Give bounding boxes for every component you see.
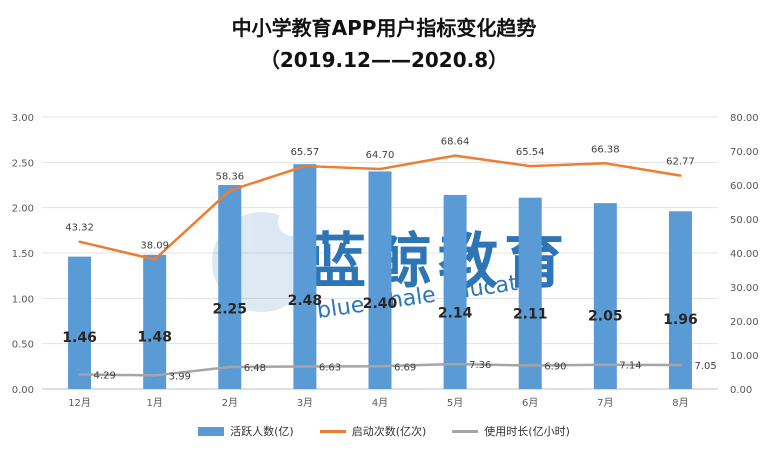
bar-data-label: 1.46: [62, 330, 97, 346]
bar: [68, 256, 92, 389]
line-data-label: 65.57: [291, 147, 320, 158]
bar: [368, 171, 392, 389]
line-point: [378, 167, 382, 171]
bar: [218, 185, 242, 389]
line-point: [153, 258, 156, 261]
line-point: [529, 364, 532, 367]
line-data-label: 6.63: [319, 362, 341, 373]
x-tick-label: 2月: [222, 397, 238, 409]
line-point: [529, 164, 532, 168]
x-tick-label: 6月: [522, 397, 538, 409]
legend-swatch-line: [452, 429, 479, 433]
y-right-tick-label: 70.00: [730, 147, 759, 158]
line-data-label: 65.54: [516, 147, 545, 158]
x-tick-label: 4月: [372, 397, 388, 409]
legend-label: 活跃人数(亿): [230, 425, 294, 438]
legend-swatch-bar: [198, 426, 225, 436]
line-point: [453, 154, 457, 157]
line-data-label: 58.36: [215, 172, 244, 183]
bar: [293, 164, 317, 389]
line-data-label: 66.38: [591, 144, 620, 155]
line-point: [228, 189, 231, 192]
line-data-label: 3.99: [169, 371, 191, 382]
line-data-label: 64.70: [366, 150, 395, 161]
line-point: [303, 164, 307, 168]
x-tick-label: 12月: [68, 397, 91, 409]
legend-item-active-users: 活跃人数(亿): [198, 423, 294, 439]
line-point: [303, 365, 307, 368]
bar-data-label: 2.25: [213, 301, 248, 317]
line-point: [604, 162, 607, 165]
y-right-tick-label: 40.00: [730, 249, 759, 260]
bar: [143, 254, 167, 389]
y-left-tick-label: 0.50: [12, 340, 34, 351]
line-data-label: 7.14: [619, 361, 641, 372]
line-data-label: 68.64: [441, 137, 470, 148]
bar-data-label: 2.14: [438, 305, 473, 321]
line-point: [453, 362, 457, 366]
line-data-label: 6.48: [244, 363, 266, 374]
bar: [518, 197, 542, 389]
x-tick-label: 7月: [597, 397, 613, 409]
legend-swatch-line: [319, 429, 346, 433]
y-left-tick-label: 2.50: [12, 158, 34, 169]
bar-data-label: 1.48: [137, 329, 172, 345]
legend-label: 使用时长(亿小时): [484, 425, 570, 438]
bar: [593, 203, 617, 389]
line-point: [78, 373, 81, 376]
y-left-tick-label: 3.00: [12, 113, 34, 124]
line-point: [378, 365, 382, 368]
bar-data-label: 2.40: [363, 296, 398, 312]
line-data-label: 7.05: [694, 361, 716, 372]
y-left-tick-label: 2.00: [12, 204, 34, 215]
legend: 活跃人数(亿) 启动次数(亿次) 使用时长(亿小时): [0, 423, 768, 439]
line-point: [679, 363, 682, 367]
line-data-label: 62.77: [666, 157, 695, 168]
line-point: [78, 240, 81, 243]
y-right-tick-label: 60.00: [730, 181, 759, 192]
line-data-label: 43.32: [65, 223, 94, 234]
legend-label: 启动次数(亿次): [351, 425, 427, 438]
y-right-tick-label: 50.00: [730, 215, 759, 226]
y-right-tick-label: 10.00: [730, 351, 759, 362]
legend-item-usage-time: 使用时长(亿小时): [452, 423, 570, 439]
line-data-label: 38.09: [140, 240, 169, 251]
line-point: [679, 174, 682, 177]
x-tick-label: 5月: [447, 397, 463, 409]
line-point: [604, 363, 607, 366]
y-right-tick-label: 0.00: [730, 385, 752, 396]
bar: [668, 211, 692, 389]
y-left-tick-label: 1.50: [12, 249, 34, 260]
line-data-label: 6.90: [544, 362, 566, 373]
y-right-tick-label: 20.00: [730, 317, 759, 328]
x-tick-label: 3月: [297, 397, 313, 409]
chart-title: 中小学教育APP用户指标变化趋势: [231, 16, 537, 40]
chart-subtitle: （2019.12——2020.8）: [259, 48, 509, 72]
bar-data-label: 2.11: [513, 306, 548, 322]
line-data-label: 6.69: [394, 362, 416, 373]
bar-data-label: 2.05: [588, 309, 623, 325]
y-right-tick-label: 80.00: [730, 113, 759, 124]
bar-data-label: 2.48: [288, 293, 323, 309]
bar-data-label: 1.96: [663, 312, 698, 328]
y-right-tick-label: 30.00: [730, 283, 759, 294]
x-tick-label: 1月: [146, 397, 162, 409]
x-tick-label: 8月: [672, 397, 688, 409]
line-data-label: 7.36: [469, 360, 491, 371]
line-point: [153, 374, 156, 377]
y-left-tick-label: 0.00: [12, 385, 34, 396]
line-point: [228, 365, 231, 369]
legend-item-launches: 启动次数(亿次): [319, 423, 427, 439]
line-data-label: 4.29: [94, 370, 116, 381]
y-left-tick-label: 1.00: [12, 294, 34, 305]
bar: [443, 194, 467, 389]
